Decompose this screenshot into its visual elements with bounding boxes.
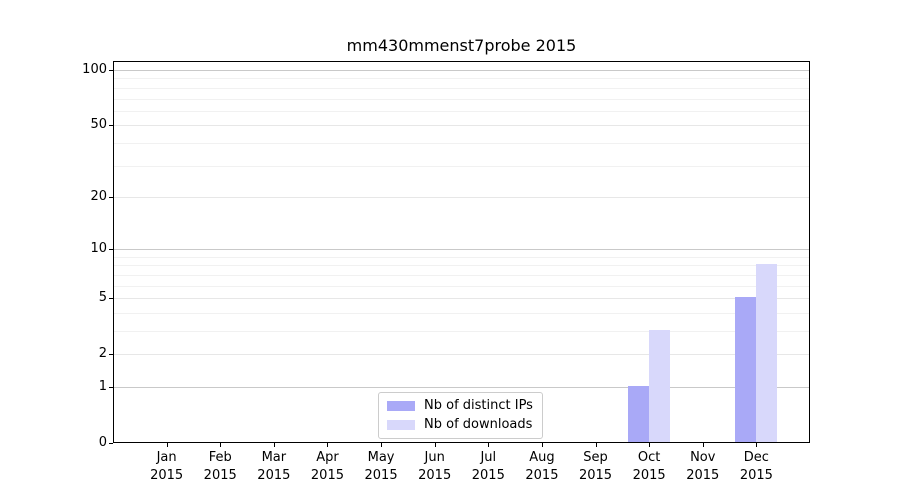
x-tick-mark-aug-2015: [541, 443, 543, 447]
gridline-y-70: [114, 98, 809, 100]
x-tick-label-oct-2015: Oct 2015: [632, 450, 666, 483]
y-tick-mark-50: [109, 125, 113, 127]
y-tick-label-5: 5: [98, 290, 107, 306]
x-tick-label-jan-2015: Jan 2015: [150, 450, 184, 483]
y-tick-label-0: 0: [98, 435, 107, 451]
gridline-y-5: [114, 298, 809, 300]
legend-row-distinct-ips: Nb of distinct IPs: [387, 398, 533, 413]
x-tick-mark-jul-2015: [488, 443, 490, 447]
x-tick-mark-may-2015: [381, 443, 383, 447]
plot-area: [113, 61, 810, 443]
x-tick-label-jun-2015: Jun 2015: [418, 450, 452, 483]
x-tick-mark-oct-2015: [649, 443, 651, 447]
x-tick-mark-mar-2015: [273, 443, 275, 447]
x-tick-mark-apr-2015: [327, 443, 329, 447]
y-tick-label-10: 10: [90, 241, 107, 257]
gridline-y-8: [114, 265, 809, 267]
gridline-y-3: [114, 330, 809, 332]
x-tick-mark-sep-2015: [595, 443, 597, 447]
x-tick-label-apr-2015: Apr 2015: [310, 450, 344, 483]
y-tick-label-2: 2: [98, 346, 107, 362]
gridline-y-40: [114, 142, 809, 144]
x-tick-label-aug-2015: Aug 2015: [525, 450, 559, 483]
x-tick-mark-jan-2015: [166, 443, 168, 447]
legend: Nb of distinct IPs Nb of downloads: [378, 392, 543, 439]
gridline-y-2: [114, 354, 809, 356]
x-tick-label-sep-2015: Sep 2015: [578, 450, 613, 483]
y-tick-label-100: 100: [82, 62, 107, 78]
x-tick-mark-jun-2015: [434, 443, 436, 447]
y-tick-mark-5: [109, 298, 113, 300]
x-tick-label-mar-2015: Mar 2015: [257, 450, 291, 483]
bar-distinct-ips-dec-2015: [735, 297, 757, 442]
gridline-y-20: [114, 196, 809, 198]
legend-swatch-distinct-ips: [387, 400, 415, 411]
x-tick-label-nov-2015: Nov 2015: [686, 450, 720, 483]
gridline-y-60: [114, 110, 809, 112]
x-tick-mark-nov-2015: [702, 443, 704, 447]
gridline-y-50: [114, 125, 809, 127]
bar-downloads-dec-2015: [756, 264, 778, 442]
x-tick-label-may-2015: May 2015: [364, 450, 398, 483]
gridline-y-80: [114, 87, 809, 89]
gridline-y-10: [114, 249, 809, 251]
y-tick-mark-100: [109, 70, 113, 72]
x-tick-mark-feb-2015: [220, 443, 222, 447]
bar-distinct-ips-oct-2015: [628, 386, 650, 442]
y-tick-mark-0: [109, 443, 113, 444]
y-tick-label-50: 50: [90, 117, 107, 133]
gridline-y-90: [114, 78, 809, 80]
y-tick-label-20: 20: [90, 189, 107, 205]
y-tick-mark-10: [109, 249, 113, 251]
chart-title: mm430mmenst7probe 2015: [346, 36, 577, 55]
bar-downloads-oct-2015: [649, 329, 671, 442]
x-tick-label-feb-2015: Feb 2015: [203, 450, 237, 483]
legend-swatch-downloads: [387, 419, 415, 430]
gridline-y-9: [114, 256, 809, 258]
y-tick-mark-20: [109, 196, 113, 198]
gridline-y-6: [114, 285, 809, 287]
gridline-y-7: [114, 274, 809, 276]
y-tick-label-1: 1: [98, 379, 107, 395]
legend-label-downloads: Nb of downloads: [424, 417, 533, 432]
gridline-y-30: [114, 165, 809, 167]
x-tick-label-dec-2015: Dec 2015: [739, 450, 773, 483]
legend-label-distinct-ips: Nb of distinct IPs: [424, 398, 533, 413]
gridline-y-4: [114, 312, 809, 314]
y-tick-mark-1: [109, 386, 113, 388]
x-tick-label-jul-2015: Jul 2015: [471, 450, 505, 483]
legend-row-downloads: Nb of downloads: [387, 417, 533, 432]
gridline-y-100: [114, 70, 809, 72]
gridline-y-1: [114, 386, 809, 388]
x-tick-mark-dec-2015: [756, 443, 758, 447]
y-tick-mark-2: [109, 354, 113, 356]
